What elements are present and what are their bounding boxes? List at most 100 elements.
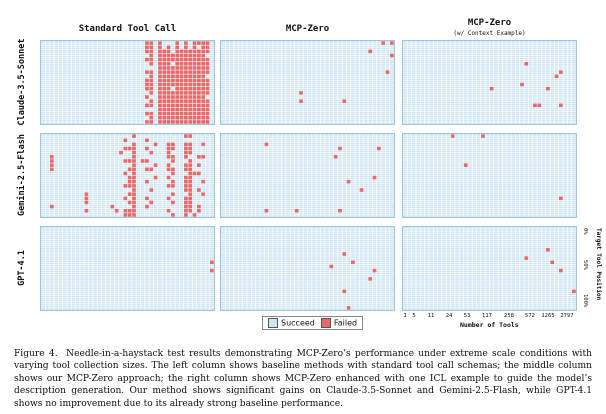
failed-cell bbox=[171, 66, 175, 70]
failed-cell bbox=[162, 120, 167, 124]
failed-cell bbox=[123, 184, 128, 188]
failed-cell bbox=[184, 175, 188, 180]
failed-cell bbox=[188, 66, 193, 70]
heatmap-gemini-mcp-zero-ctx bbox=[402, 133, 577, 218]
failed-cell bbox=[84, 200, 89, 205]
failed-cell bbox=[158, 53, 162, 58]
failed-cell bbox=[84, 209, 89, 213]
failed-cell bbox=[329, 264, 334, 269]
failed-cell bbox=[389, 53, 394, 58]
failed-cell bbox=[559, 268, 563, 273]
failed-cell bbox=[127, 175, 132, 180]
failed-cell bbox=[197, 62, 201, 66]
failed-cell bbox=[179, 78, 184, 83]
failed-cell bbox=[188, 111, 193, 116]
failed-cell bbox=[49, 204, 54, 209]
failed-cell bbox=[184, 91, 188, 95]
failed-cell bbox=[132, 146, 136, 151]
failed-cell bbox=[175, 78, 180, 83]
failed-cell bbox=[205, 86, 210, 91]
failed-cell bbox=[162, 62, 167, 66]
failed-cell bbox=[184, 45, 188, 49]
failed-cell bbox=[145, 196, 149, 201]
failed-cell bbox=[385, 70, 390, 74]
failed-cell bbox=[145, 70, 149, 74]
failed-cell bbox=[149, 45, 154, 49]
failed-cell bbox=[205, 78, 210, 83]
failed-cell bbox=[179, 116, 184, 120]
failed-cell bbox=[184, 150, 188, 155]
failed-cell bbox=[197, 53, 201, 58]
failed-cell bbox=[205, 57, 210, 62]
failed-cell bbox=[171, 111, 175, 116]
failed-cell bbox=[524, 62, 529, 66]
failed-cell bbox=[132, 209, 136, 213]
failed-cell bbox=[175, 41, 180, 45]
failed-cell bbox=[184, 74, 188, 79]
failed-cell bbox=[166, 142, 171, 147]
failed-cell bbox=[201, 66, 206, 70]
failed-cell bbox=[197, 49, 201, 54]
failed-cell bbox=[175, 107, 180, 112]
failed-cell bbox=[145, 95, 149, 99]
failed-cell bbox=[166, 163, 171, 167]
failed-cell bbox=[299, 91, 303, 95]
failed-cell bbox=[123, 146, 128, 151]
failed-cell bbox=[127, 159, 132, 163]
failed-cell bbox=[149, 86, 154, 91]
failed-cell bbox=[201, 107, 206, 112]
x-tick: 117 bbox=[482, 313, 492, 319]
failed-cell bbox=[338, 146, 342, 151]
failed-cell bbox=[162, 111, 167, 116]
failed-cell bbox=[192, 62, 197, 66]
failed-cell bbox=[184, 103, 188, 108]
failed-cell bbox=[188, 209, 193, 213]
x-tick: 53 bbox=[463, 313, 471, 319]
failed-cell bbox=[197, 188, 201, 192]
failed-cell bbox=[175, 99, 180, 103]
x-tick: 258 bbox=[504, 313, 514, 319]
failed-cell bbox=[145, 111, 149, 116]
failed-cell bbox=[158, 74, 162, 79]
failed-cell bbox=[192, 171, 197, 176]
failed-cell bbox=[201, 86, 206, 91]
heatmap-grid bbox=[41, 227, 214, 310]
failed-cell bbox=[197, 204, 201, 209]
failed-cell bbox=[171, 179, 175, 184]
failed-cell bbox=[158, 107, 162, 112]
failed-cell bbox=[201, 95, 206, 99]
figure-caption: Figure 4. Needle-in-a-haystack test resu… bbox=[14, 348, 592, 410]
failed-cell bbox=[346, 306, 351, 310]
failed-cell bbox=[123, 138, 128, 142]
failed-cell bbox=[166, 150, 171, 155]
failed-cell bbox=[49, 167, 54, 172]
failed-cell bbox=[153, 163, 158, 167]
failed-cell bbox=[481, 134, 485, 138]
failed-cell bbox=[197, 111, 201, 116]
failed-cell bbox=[166, 53, 171, 58]
failed-cell bbox=[184, 179, 188, 184]
failed-cell bbox=[188, 196, 193, 201]
failed-cell bbox=[149, 82, 154, 87]
failed-cell bbox=[171, 95, 175, 99]
failed-cell bbox=[149, 111, 154, 116]
failed-cell bbox=[188, 150, 193, 155]
failed-cell bbox=[550, 260, 555, 265]
failed-cell bbox=[342, 289, 347, 294]
failed-cell bbox=[197, 209, 201, 213]
failed-cell bbox=[188, 142, 193, 147]
failed-cell bbox=[184, 116, 188, 120]
failed-cell bbox=[175, 111, 180, 116]
failed-cell bbox=[175, 120, 180, 124]
failed-cell bbox=[149, 41, 154, 45]
failed-cell bbox=[184, 184, 188, 188]
failed-cell bbox=[166, 86, 171, 91]
failed-cell bbox=[205, 70, 210, 74]
failed-cell bbox=[175, 66, 180, 70]
failed-cell bbox=[158, 95, 162, 99]
failed-cell bbox=[158, 86, 162, 91]
failed-cell bbox=[171, 142, 175, 147]
failed-cell bbox=[171, 82, 175, 87]
failed-cell bbox=[145, 204, 149, 209]
failed-cell bbox=[192, 74, 197, 79]
